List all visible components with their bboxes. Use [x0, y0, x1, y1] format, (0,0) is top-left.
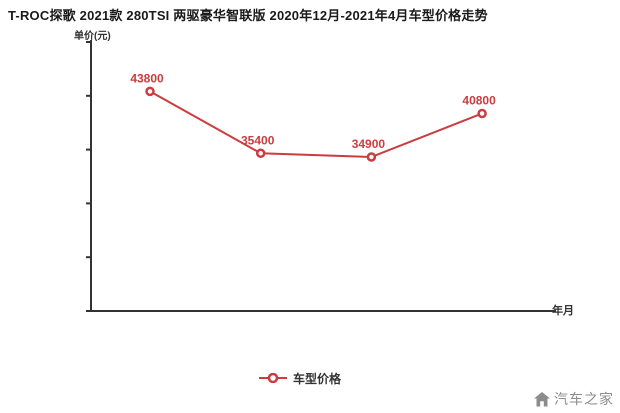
data-point-marker[interactable]: [477, 108, 487, 119]
data-point-label: 40800: [462, 93, 496, 107]
data-point-marker[interactable]: [255, 148, 266, 159]
y-axis-label: 单价(元): [74, 31, 111, 42]
autohome-house-icon: [534, 391, 550, 406]
data-point-label: 34900: [352, 137, 386, 151]
data-point-label: 35400: [241, 133, 275, 147]
legend-item-price[interactable]: 车型价格: [0, 368, 610, 388]
watermark-text: 汽车之家: [554, 391, 614, 407]
data-point-marker[interactable]: [145, 86, 155, 97]
x-axis-label: 年月: [552, 305, 574, 317]
watermark: 汽车之家: [534, 389, 614, 409]
series-line: [149, 90, 483, 158]
chart-title: T-ROC探歌 2021款 280TSI 两驱豪华智联版 2020年12月-20…: [8, 8, 488, 23]
legend-line-marker-icon: [258, 373, 287, 383]
legend-label: 车型价格: [292, 371, 341, 386]
data-point-marker[interactable]: [366, 152, 377, 162]
data-point-label: 43800: [130, 71, 164, 85]
